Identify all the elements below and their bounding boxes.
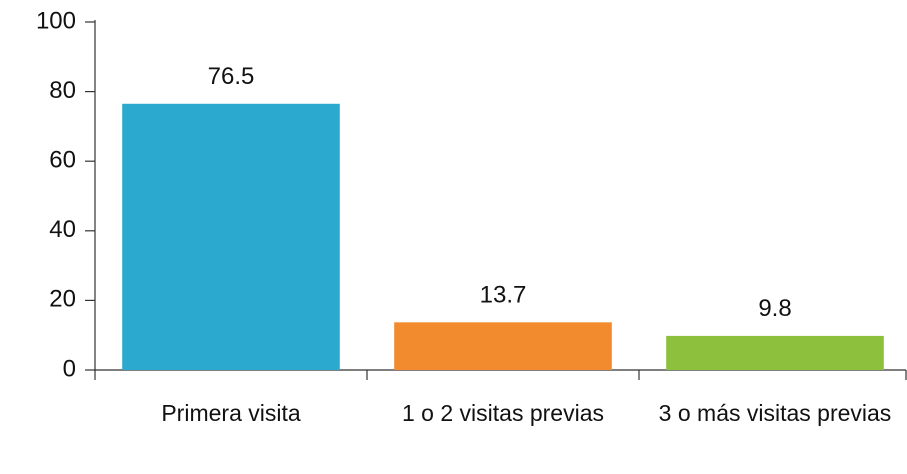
y-tick-label: 20 <box>49 286 76 313</box>
data-label: 9.8 <box>758 295 791 322</box>
x-tick-label: Primera visita <box>161 400 301 426</box>
data-label: 13.7 <box>480 282 527 309</box>
y-tick-label: 60 <box>49 147 76 174</box>
y-tick-label: 0 <box>63 355 76 382</box>
x-tick-label: 3 o más visitas previas <box>658 400 892 426</box>
bar <box>666 335 884 370</box>
data-label: 76.5 <box>208 63 255 90</box>
bar <box>394 322 612 370</box>
x-tick-label: 1 o 2 visitas previas <box>402 400 604 426</box>
y-tick-label: 80 <box>49 77 76 104</box>
bar <box>122 103 340 370</box>
y-tick-label: 40 <box>49 216 76 243</box>
y-tick-label: 100 <box>36 7 76 34</box>
